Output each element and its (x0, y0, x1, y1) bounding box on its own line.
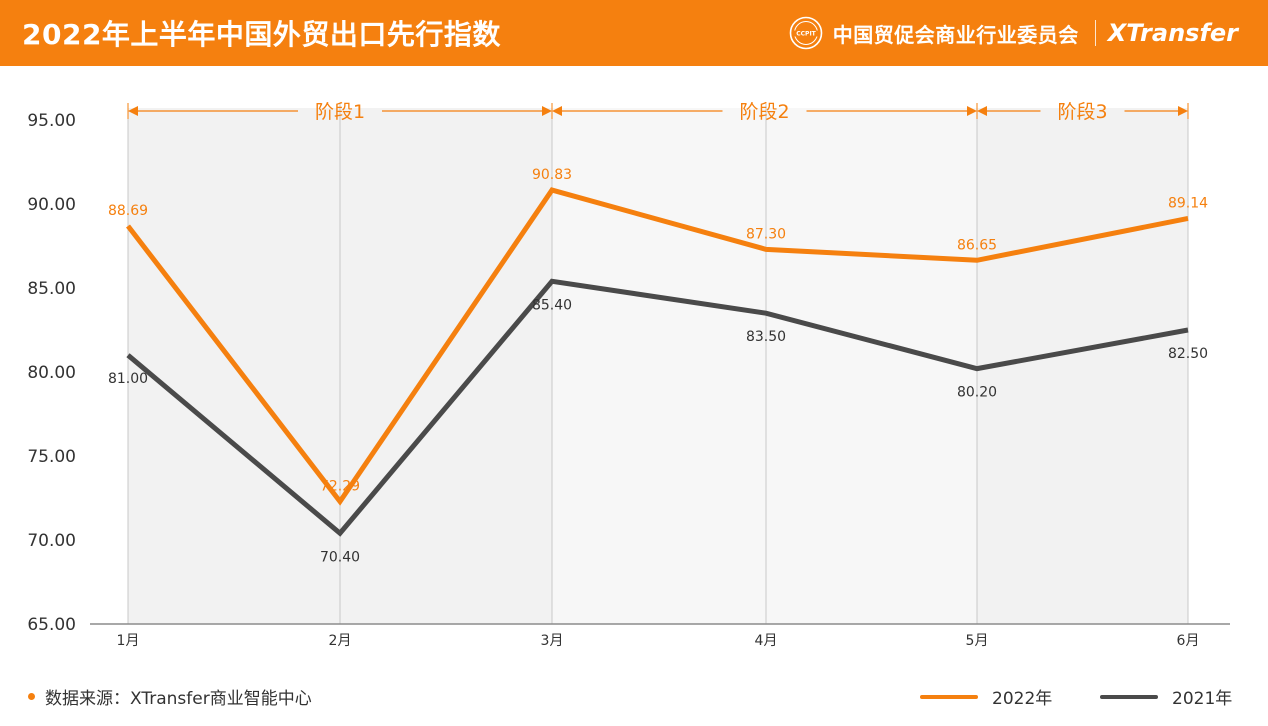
phase-background-2 (552, 108, 977, 624)
org-name: 中国贸促会商业行业委员会 (832, 22, 1079, 47)
x-tick-label: 4月 (755, 633, 778, 649)
phase-arrow-head-right-icon (1178, 106, 1188, 116)
data-label-2022: 90.83 (532, 167, 572, 183)
phase-label: 阶段3 (1057, 101, 1107, 123)
y-tick-label: 75.00 (27, 447, 76, 467)
data-label-2022: 89.14 (1168, 195, 1208, 211)
series-line-2022 (126, 187, 1189, 506)
x-tick-label: 5月 (966, 633, 989, 649)
data-label-2021: 83.50 (746, 329, 786, 345)
xtransfer-logo: XTransfer (1107, 19, 1238, 47)
phase-background-3 (977, 108, 1188, 624)
line-chart: 65.00 70.00 75.00 80.00 85.00 90.00 95.00 1月 2月 3… (27, 101, 1230, 649)
phase-arrow-head-right-icon (542, 106, 552, 116)
legend-item-2021: 2021年 (1100, 684, 1232, 709)
y-tick-label: 95.00 (27, 111, 76, 131)
legend-item-2022: 2022年 (920, 684, 1052, 709)
x-tick-label: 3月 (541, 633, 564, 649)
data-label-2022: 87.30 (746, 226, 786, 242)
data-source: 数据来源：XTransfer商业智能中心 (28, 684, 312, 709)
phase-label: 阶段1 (315, 101, 365, 123)
header-bar: 2022年上半年中国外贸出口先行指数 CCPIT 中国贸促会商业行业委员会 XT… (0, 0, 1268, 66)
x-tick-label: 1月 (117, 633, 140, 649)
y-tick-label: 65.00 (27, 615, 76, 635)
data-label-2021: 81.00 (108, 371, 148, 387)
data-label-2021: 82.50 (1168, 346, 1208, 362)
phase-1: 阶段1 (127, 101, 553, 123)
legend-label-2021: 2021年 (1172, 689, 1233, 709)
data-label-2021: 80.20 (957, 385, 997, 401)
y-tick-label: 85.00 (27, 279, 76, 299)
phase-arrow-head-left-icon (977, 106, 987, 116)
phase-arrow-head-right-icon (967, 106, 977, 116)
x-tick-label: 2月 (329, 633, 352, 649)
legend-swatch-2022 (920, 694, 978, 699)
legend-label-2022: 2022年 (992, 689, 1053, 709)
page-title: 2022年上半年中国外贸出口先行指数 (22, 18, 501, 51)
data-label-2021: 85.40 (532, 297, 572, 313)
series-line-2021 (126, 278, 1189, 537)
ccpit-seal-icon: CCPIT (789, 16, 823, 50)
x-tick-label: 6月 (1177, 633, 1200, 649)
phase-arrow-head-left-icon (128, 106, 138, 116)
phase-3: 阶段3 (976, 101, 1189, 123)
brand-divider (1094, 20, 1096, 46)
data-label-2022: 88.69 (108, 203, 148, 219)
y-tick-label: 90.00 (27, 195, 76, 215)
bullet-dot-icon (28, 693, 35, 700)
y-tick-label: 70.00 (27, 531, 76, 551)
y-tick-label: 80.00 (27, 363, 76, 383)
data-label-2022: 86.65 (957, 237, 997, 253)
phase-2: 阶段2 (551, 101, 978, 123)
seal-text: CCPIT (796, 31, 816, 38)
phase-label: 阶段2 (739, 101, 789, 123)
legend-swatch-2021 (1100, 694, 1158, 699)
brand-block: CCPIT 中国贸促会商业行业委员会 XTransfer (789, 16, 1238, 50)
phase-arrow-head-left-icon (552, 106, 562, 116)
data-label-2022: 72.29 (320, 479, 360, 495)
data-label-2021: 70.40 (320, 549, 360, 565)
data-source-text: 数据来源：XTransfer商业智能中心 (45, 689, 312, 709)
